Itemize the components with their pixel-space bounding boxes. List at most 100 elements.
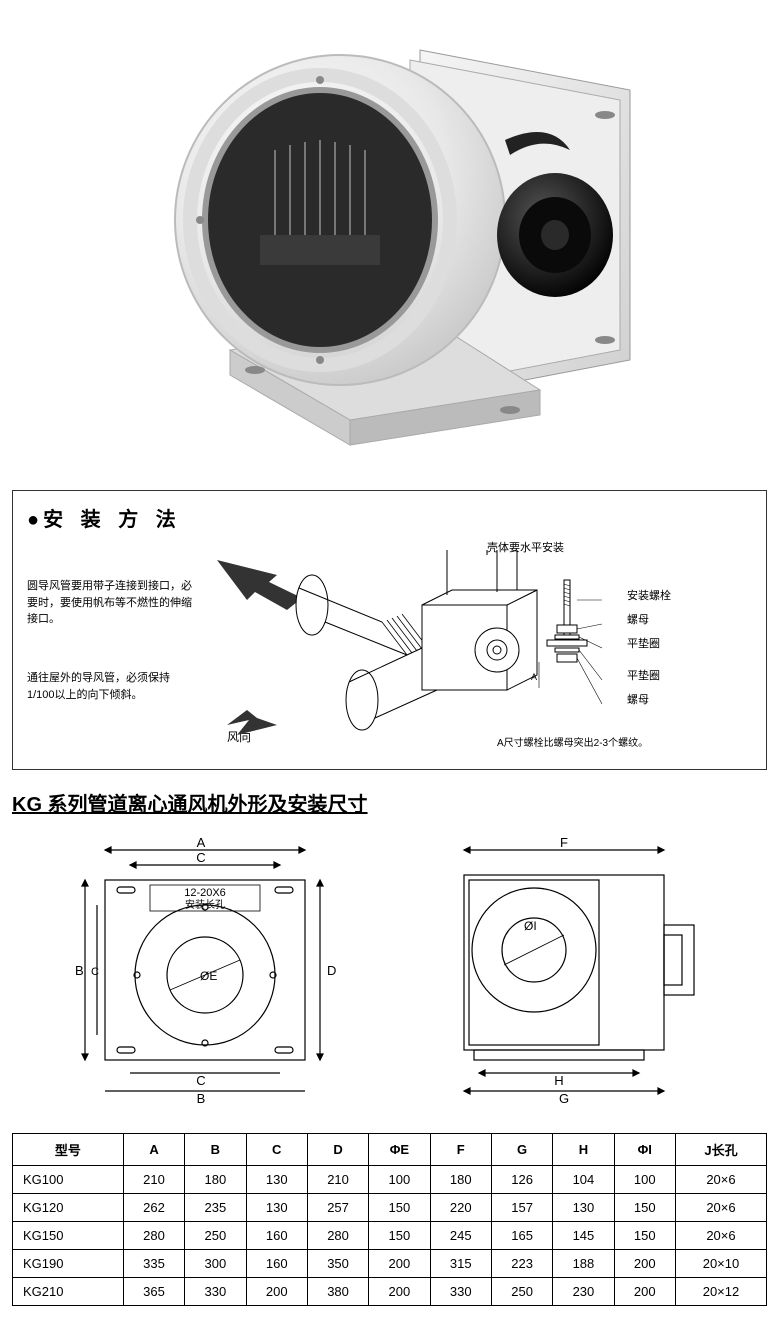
table-cell: 200 <box>614 1278 675 1306</box>
table-cell: 230 <box>553 1278 614 1306</box>
svg-text:F: F <box>560 835 568 850</box>
table-cell: 200 <box>369 1278 430 1306</box>
dimensions-title: KG 系列管道离心通风机外形及安装尺寸 <box>12 788 767 817</box>
table-header-cell: A <box>123 1134 184 1166</box>
table-cell: 180 <box>430 1166 491 1194</box>
label-washer-upper: 平垫圈 <box>627 636 660 653</box>
table-header-cell: ΦE <box>369 1134 430 1166</box>
table-cell: 130 <box>246 1194 307 1222</box>
dimensions-table: 型号ABCDΦEFGHΦIJ长孔 KG100210180130210100180… <box>12 1133 767 1306</box>
svg-text:C: C <box>196 1073 205 1088</box>
table-cell: 250 <box>185 1222 246 1250</box>
svg-text:A: A <box>196 835 205 850</box>
table-cell: 20×6 <box>675 1222 766 1250</box>
svg-text:12-20X6: 12-20X6 <box>184 887 226 899</box>
table-cell: 350 <box>307 1250 368 1278</box>
table-cell: 160 <box>246 1250 307 1278</box>
table-cell: 380 <box>307 1278 368 1306</box>
table-header-cell: H <box>553 1134 614 1166</box>
table-cell: 220 <box>430 1194 491 1222</box>
table-cell: 20×10 <box>675 1250 766 1278</box>
table-cell: KG150 <box>13 1222 124 1250</box>
svg-text:G: G <box>559 1091 569 1105</box>
product-photo <box>0 0 779 480</box>
svg-text:A: A <box>531 672 537 682</box>
table-cell: 257 <box>307 1194 368 1222</box>
table-header-row: 型号ABCDΦEFGHΦIJ长孔 <box>13 1134 767 1166</box>
table-cell: KG120 <box>13 1194 124 1222</box>
svg-text:C: C <box>196 850 205 865</box>
table-header-cell: 型号 <box>13 1134 124 1166</box>
table-cell: 210 <box>123 1166 184 1194</box>
table-row: KG12026223513025715022015713015020×6 <box>13 1194 767 1222</box>
table-cell: 126 <box>491 1166 552 1194</box>
table-cell: 315 <box>430 1250 491 1278</box>
table-cell: 280 <box>307 1222 368 1250</box>
fan-illustration <box>110 20 670 460</box>
svg-text:D: D <box>327 963 336 978</box>
label-bolt: 安装螺栓 <box>627 588 671 605</box>
table-cell: 130 <box>246 1166 307 1194</box>
dimension-drawings: A C 12-20X6 安装长孔 ØE <box>0 825 779 1125</box>
table-cell: 145 <box>553 1222 614 1250</box>
note-duct-connection: 圆导风管要用带子连接到接口，必要时，要使用帆布等不燃性的伸缩接口。 <box>27 578 197 628</box>
table-header-cell: ΦI <box>614 1134 675 1166</box>
note-slope: 通往屋外的导风管，必须保持1/100以上的向下倾斜。 <box>27 670 197 703</box>
table-cell: KG190 <box>13 1250 124 1278</box>
table-cell: 160 <box>246 1222 307 1250</box>
table-cell: 200 <box>246 1278 307 1306</box>
table-header-cell: B <box>185 1134 246 1166</box>
table-cell: 20×6 <box>675 1194 766 1222</box>
table-row: KG10021018013021010018012610410020×6 <box>13 1166 767 1194</box>
table-cell: 20×12 <box>675 1278 766 1306</box>
table-cell: 157 <box>491 1194 552 1222</box>
side-view-drawing: F ØI H G <box>424 835 724 1105</box>
svg-text:H: H <box>555 1073 564 1088</box>
table-cell: 100 <box>614 1166 675 1194</box>
table-cell: 280 <box>123 1222 184 1250</box>
table-cell: 188 <box>553 1250 614 1278</box>
table-row: KG21036533020038020033025023020020×12 <box>13 1278 767 1306</box>
table-cell: 150 <box>369 1194 430 1222</box>
table-cell: 300 <box>185 1250 246 1278</box>
table-row: KG19033530016035020031522318820020×10 <box>13 1250 767 1278</box>
table-cell: 104 <box>553 1166 614 1194</box>
label-washer-lower: 平垫圈 <box>627 668 660 685</box>
svg-text:B: B <box>75 963 84 978</box>
table-cell: 200 <box>614 1250 675 1278</box>
table-cell: 150 <box>614 1222 675 1250</box>
front-view-drawing: A C 12-20X6 安装长孔 ØE <box>55 835 355 1105</box>
svg-text:B: B <box>196 1091 205 1105</box>
table-header-cell: G <box>491 1134 552 1166</box>
install-title: 安 装 方 法 <box>27 503 752 532</box>
table-cell: 250 <box>491 1278 552 1306</box>
install-method-panel: 安 装 方 法 圆导风管要用带子连接到接口，必要时，要使用帆布等不燃性的伸缩接口… <box>12 490 767 770</box>
table-header-cell: C <box>246 1134 307 1166</box>
table-row: KG15028025016028015024516514515020×6 <box>13 1222 767 1250</box>
label-nut-lower: 螺母 <box>627 692 649 709</box>
table-cell: 150 <box>369 1222 430 1250</box>
table-cell: 20×6 <box>675 1166 766 1194</box>
table-header-cell: J长孔 <box>675 1134 766 1166</box>
table-cell: 100 <box>369 1166 430 1194</box>
table-cell: 330 <box>185 1278 246 1306</box>
table-cell: 200 <box>369 1250 430 1278</box>
table-cell: 223 <box>491 1250 552 1278</box>
table-cell: KG100 <box>13 1166 124 1194</box>
install-diagram: A <box>207 550 607 760</box>
table-cell: 235 <box>185 1194 246 1222</box>
table-cell: 335 <box>123 1250 184 1278</box>
svg-text:C: C <box>91 966 99 978</box>
svg-text:ØI: ØI <box>524 919 537 933</box>
label-nut-upper: 螺母 <box>627 612 649 629</box>
table-cell: 210 <box>307 1166 368 1194</box>
table-header-cell: F <box>430 1134 491 1166</box>
table-cell: 130 <box>553 1194 614 1222</box>
table-cell: 262 <box>123 1194 184 1222</box>
table-cell: KG210 <box>13 1278 124 1306</box>
table-cell: 245 <box>430 1222 491 1250</box>
table-cell: 180 <box>185 1166 246 1194</box>
table-cell: 365 <box>123 1278 184 1306</box>
table-header-cell: D <box>307 1134 368 1166</box>
svg-text:ØE: ØE <box>200 969 217 983</box>
